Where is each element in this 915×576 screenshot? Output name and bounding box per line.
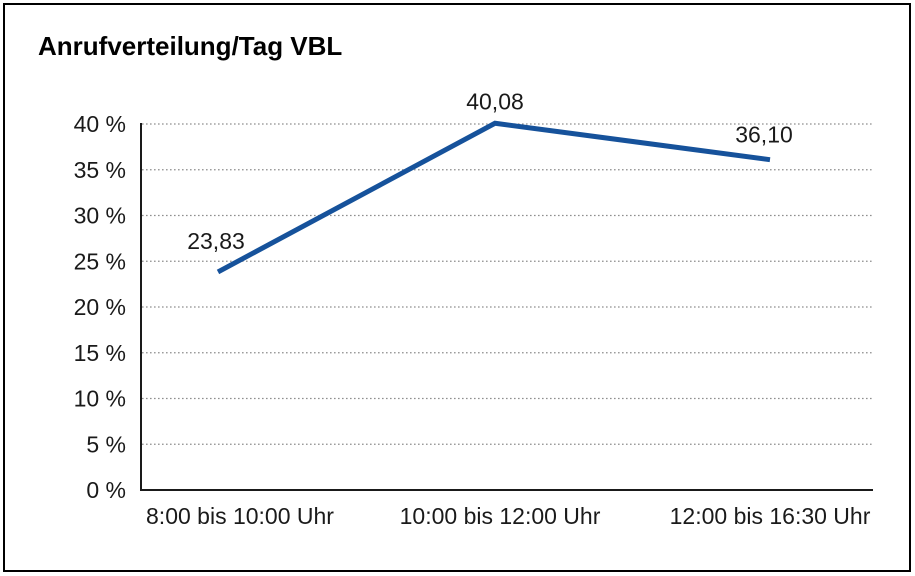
series-line [216, 120, 771, 275]
x-axis-category-label: 12:00 bis 16:30 Uhr [670, 503, 871, 529]
data-point-label: 23,83 [187, 228, 245, 254]
y-axis-tick-label: 10 % [74, 386, 126, 412]
y-axis-tick-label: 40 % [74, 111, 126, 137]
data-point-label: 36,10 [735, 122, 793, 148]
y-axis-tick-label: 30 % [74, 203, 126, 229]
data-point-label: 40,08 [466, 88, 524, 114]
y-axis-tick-label: 35 % [74, 157, 126, 183]
y-axis-tick-label: 0 % [86, 477, 126, 503]
x-axis-category-label: 10:00 bis 12:00 Uhr [400, 503, 601, 529]
y-axis-tick-label: 20 % [74, 294, 126, 320]
x-axis-category-label: 8:00 bis 10:00 Uhr [146, 503, 334, 529]
y-axis-tick-label: 5 % [86, 431, 126, 457]
chart-title: Anrufverteilung/Tag VBL [38, 31, 343, 61]
y-axis-tick-label: 15 % [74, 340, 126, 366]
y-axis-tick-label: 25 % [74, 248, 126, 274]
